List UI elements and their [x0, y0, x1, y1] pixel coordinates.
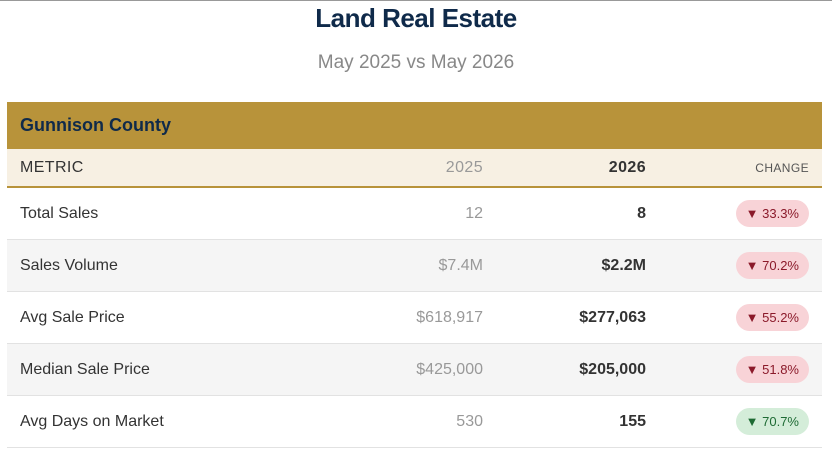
cell-prior: $618,917 — [416, 308, 483, 326]
cell-prior: 530 — [456, 412, 483, 430]
cell-metric: Sales Volume — [20, 256, 118, 274]
change-badge: ▼ 70.2% — [735, 252, 809, 279]
table-row: Median Sale Price $425,000 $205,000 ▼ 51.8% — [7, 344, 822, 396]
column-header-row: METRIC 2025 2026 CHANGE — [7, 149, 822, 188]
column-header: METRIC — [20, 158, 84, 176]
table-row: Avg Sale Price $618,917 $277,063 ▼ 55.2% — [7, 292, 822, 344]
cell-current: 8 — [637, 204, 646, 222]
cell-metric: Avg Sale Price — [20, 308, 125, 326]
table-row: Total Sales 12 8 ▼ 33.3% — [7, 188, 822, 240]
cell-metric: Median Sale Price — [20, 360, 150, 378]
title: Land Real Estate — [315, 3, 517, 33]
table-row: Avg Days on Market 530 155 ▼ 70.7% — [7, 396, 822, 448]
change-cell: ▼ 51.8% — [735, 344, 809, 395]
change-badge: ▼ 51.8% — [735, 356, 809, 383]
change-badge: ▼ 70.7% — [735, 408, 809, 435]
change-cell: ▼ 70.2% — [735, 240, 809, 291]
subtitle: May 2025 vs May 2026 — [317, 52, 515, 73]
cell-prior: $7.4M — [438, 256, 483, 274]
region-header: Gunnison County — [7, 102, 822, 149]
cell-prior: 12 — [465, 204, 483, 222]
change-cell: ▼ 55.2% — [735, 292, 809, 343]
cell-current: 155 — [619, 412, 646, 430]
cell-prior: $425,000 — [416, 360, 483, 378]
table: Gunnison County METRIC 2025 2026 CHANGE Tot… — [7, 102, 822, 448]
column-header: CHANGE — [755, 160, 809, 175]
cell-metric: Total Sales — [20, 204, 99, 222]
change-badge: ▼ 55.2% — [735, 304, 809, 331]
cell-current: $205,000 — [579, 360, 646, 378]
cell-metric: Avg Days on Market — [20, 412, 164, 430]
cell-current: $277,063 — [579, 308, 646, 326]
change-badge: ▼ 33.3% — [735, 200, 809, 227]
column-header: 2026 — [608, 158, 646, 176]
table-row: Sales Volume $7.4M $2.2M ▼ 70.2% — [7, 240, 822, 292]
column-header: 2025 — [445, 158, 483, 176]
change-cell: ▼ 70.7% — [735, 396, 809, 447]
cell-current: $2.2M — [601, 256, 646, 274]
change-cell: ▼ 33.3% — [735, 188, 809, 239]
